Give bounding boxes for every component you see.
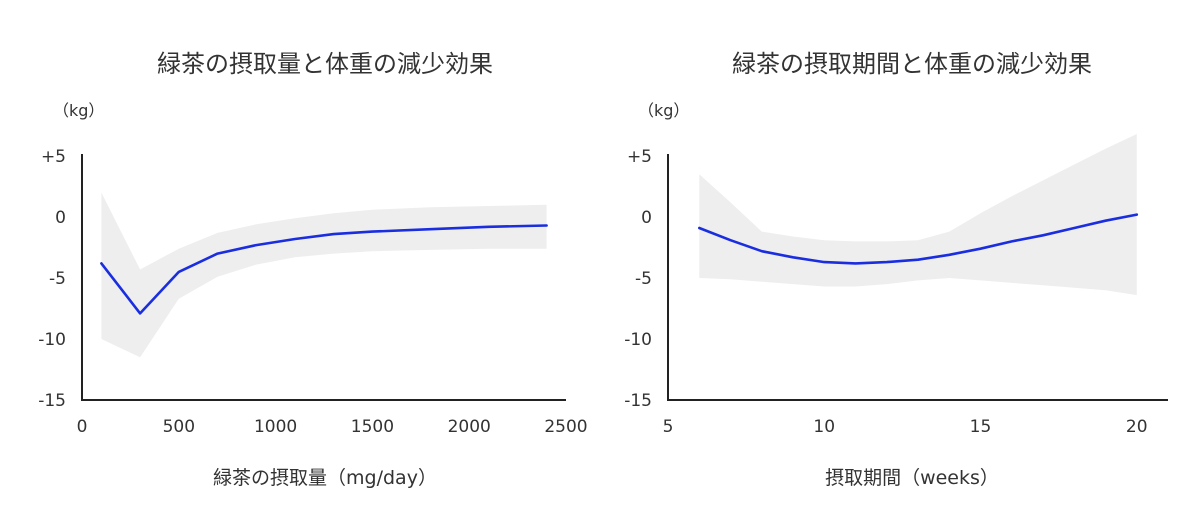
x-tick-label: 2500 — [544, 417, 587, 437]
x-tick-label: 500 — [163, 417, 195, 437]
y-ticks: +5 0 -5 -10 -15 — [38, 147, 66, 411]
x-ticks: 5 10 15 20 — [663, 417, 1148, 437]
y-tick-label: +5 — [41, 147, 66, 167]
data-line — [100, 224, 548, 315]
x-tick-label: 10 — [813, 417, 835, 437]
y-ticks: +5 0 -5 -10 -15 — [624, 147, 652, 411]
chart-title: 緑茶の摂取量と体重の減少効果 — [157, 50, 493, 78]
x-ticks: 0 500 1000 1500 2000 2500 — [77, 417, 588, 437]
y-tick-label: -5 — [49, 269, 66, 289]
y-tick-label: 0 — [55, 208, 66, 228]
chart-left: 緑茶の摂取量と体重の減少効果 （kg） +5 0 -5 -10 -15 0 500 1000… — [38, 50, 587, 489]
confidence-band — [101, 192, 547, 358]
x-axis-label: 摂取期間（weeks） — [825, 467, 999, 489]
axis-lines — [667, 154, 1168, 401]
x-tick-label: 0 — [77, 417, 88, 437]
confidence-band — [699, 134, 1137, 296]
y-tick-label: -15 — [624, 391, 652, 411]
x-axis-label: 緑茶の摂取量（mg/day） — [213, 467, 437, 489]
y-tick-label: -5 — [635, 269, 652, 289]
y-tick-label: -10 — [624, 330, 652, 350]
axis-lines — [81, 154, 566, 401]
y-tick-label: +5 — [627, 147, 652, 167]
chart-right: 緑茶の摂取期間と体重の減少効果 （kg） +5 0 -5 -10 -15 5 10 15 20… — [624, 50, 1168, 489]
y-tick-label: 0 — [641, 208, 652, 228]
y-tick-label: -15 — [38, 391, 66, 411]
data-line — [698, 213, 1139, 265]
x-tick-label: 1500 — [351, 417, 394, 437]
y-tick-label: -10 — [38, 330, 66, 350]
chart-title: 緑茶の摂取期間と体重の減少効果 — [732, 50, 1092, 78]
x-tick-label: 20 — [1126, 417, 1148, 437]
x-tick-label: 15 — [970, 417, 992, 437]
y-unit-label: （kg） — [638, 101, 689, 120]
y-unit-label: （kg） — [53, 101, 104, 120]
x-tick-label: 2000 — [448, 417, 491, 437]
x-tick-label: 5 — [663, 417, 674, 437]
x-tick-label: 1000 — [254, 417, 297, 437]
